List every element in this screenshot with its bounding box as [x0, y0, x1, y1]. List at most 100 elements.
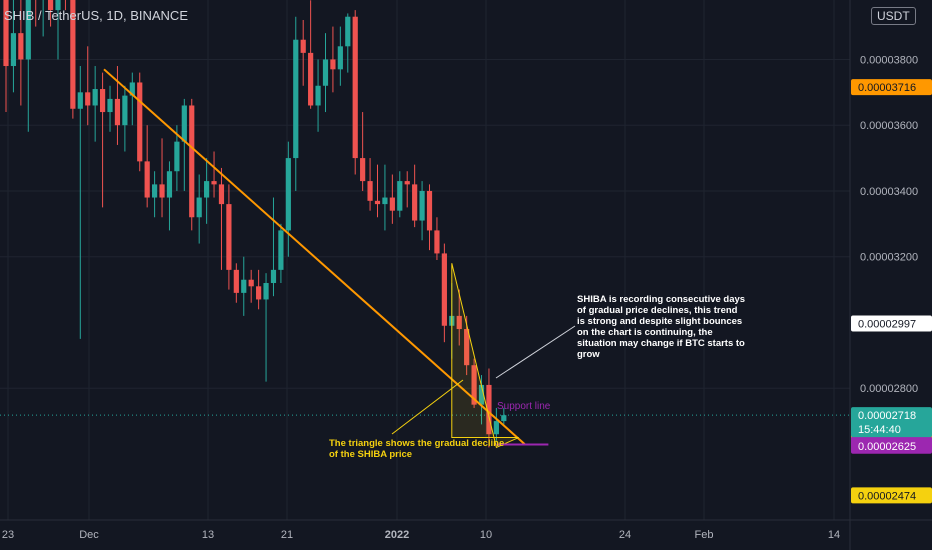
candle-body	[114, 98, 121, 126]
candle-body	[196, 197, 202, 218]
price-tick-label: 0.00003200	[860, 252, 918, 264]
candle-body	[397, 181, 403, 211]
price-tag[interactable]: 0.00003716	[851, 79, 932, 96]
candle-body	[159, 184, 165, 198]
price-tag-label: 0.00002625	[858, 441, 916, 453]
candle-body	[18, 33, 24, 60]
candle-body	[389, 197, 395, 211]
candle-body	[92, 89, 98, 106]
candle-body	[478, 384, 485, 405]
candle-body	[300, 39, 306, 53]
time-tick-label: 24	[619, 529, 631, 541]
candle-body	[285, 158, 291, 231]
price-tag[interactable]: 0.00002997	[851, 315, 932, 332]
currency-button[interactable]: USDT	[871, 7, 916, 25]
current-price-tag-label: 0.00002718	[858, 410, 916, 422]
candle-body	[330, 59, 336, 70]
callout-line-left	[391, 379, 464, 435]
candle-body	[218, 184, 225, 205]
price-tag-bg	[851, 487, 932, 504]
price-tick-label: 0.00002800	[860, 383, 918, 395]
candle-body	[464, 329, 470, 366]
candle-body	[412, 184, 418, 221]
candle-body	[493, 421, 499, 435]
candle-body	[293, 39, 299, 159]
candle-body	[181, 105, 187, 142]
candle-body	[233, 269, 239, 293]
symbol-title[interactable]: SHIB / TetherUS, 1D, BINANCE	[4, 8, 188, 23]
candle-body	[137, 82, 143, 162]
time-tick-label: Dec	[79, 529, 99, 541]
candle-body	[129, 82, 135, 96]
time-tick-label: 13	[202, 529, 214, 541]
candle-body	[47, 0, 54, 11]
time-axis[interactable]: 23 Dec 13 21 2022 10 24 Feb 14	[0, 519, 932, 541]
price-tag[interactable]: 0.00002625	[851, 437, 932, 454]
candle-body	[10, 33, 17, 67]
current-price-tag[interactable]: 0.00002718 15:44:40	[851, 407, 932, 438]
time-tick-label: 23	[2, 529, 14, 541]
candle-body	[256, 286, 262, 300]
callout-line-right	[495, 325, 576, 379]
candle-body	[55, 0, 61, 11]
price-tag-bg	[851, 315, 932, 332]
current-price-tag-countdown: 15:44:40	[858, 424, 901, 436]
candle-body	[166, 171, 173, 198]
price-tag-label: 0.00002474	[858, 490, 916, 502]
candle-body	[99, 89, 106, 113]
candle-body	[189, 105, 195, 218]
candle-body	[456, 315, 462, 330]
annotation-text-right[interactable]: SHIBA is recording consecutive days of g…	[577, 294, 746, 360]
candle-body	[107, 98, 113, 113]
time-tick-label: 2022	[385, 529, 409, 541]
candle-body	[315, 85, 321, 106]
price-tick-label: 0.00003600	[860, 120, 918, 132]
time-tick-label: Feb	[695, 529, 714, 541]
price-axis[interactable]: 0.00003800 0.00003600 0.00003400 0.00003200…	[849, 0, 918, 550]
candle-body	[352, 16, 358, 159]
candle-body	[345, 16, 351, 47]
grid	[0, 0, 850, 520]
time-tick-label: 10	[480, 529, 492, 541]
price-tag-bg	[851, 79, 932, 96]
candles	[3, 0, 507, 448]
triangle-pattern	[451, 263, 519, 449]
candle-body	[278, 230, 284, 270]
trendline	[103, 68, 526, 445]
candle-body	[434, 230, 440, 254]
candle-body	[360, 158, 366, 182]
candle-body	[70, 0, 76, 109]
candle-body	[486, 384, 492, 435]
candle-body	[263, 283, 269, 300]
price-tick-label: 0.00003800	[860, 54, 918, 66]
candle-body	[241, 279, 247, 293]
candle-body	[226, 204, 232, 270]
price-tags: 0.000037160.000029970.000027060.00002683…	[851, 79, 932, 504]
candle-body	[426, 190, 433, 231]
candle-body	[248, 279, 254, 287]
candle-body	[374, 200, 381, 205]
candle-body	[211, 181, 217, 185]
candle-body	[382, 197, 388, 205]
candle-body	[322, 59, 329, 86]
time-tick-label: 14	[828, 529, 840, 541]
candle-body	[404, 181, 410, 185]
price-tag[interactable]: 0.00002474	[851, 487, 932, 504]
price-tick-label: 0.00003400	[860, 186, 918, 198]
candle-body	[204, 181, 210, 198]
candle-body	[3, 0, 9, 67]
time-tick-label: 21	[281, 529, 293, 541]
price-tag-bg	[851, 437, 932, 454]
candle-body	[419, 190, 425, 221]
candle-body	[77, 92, 83, 109]
price-tag-label: 0.00002997	[858, 318, 916, 330]
drawings	[0, 68, 850, 449]
candle-body	[25, 0, 31, 60]
annotation-text-left[interactable]: The triangle shows the gradual decline o…	[329, 438, 505, 460]
candle-body	[122, 95, 128, 126]
price-tag-label: 0.00003716	[858, 82, 916, 94]
candle-body	[85, 92, 91, 106]
candle-body	[270, 269, 277, 284]
candle-body	[441, 253, 447, 326]
